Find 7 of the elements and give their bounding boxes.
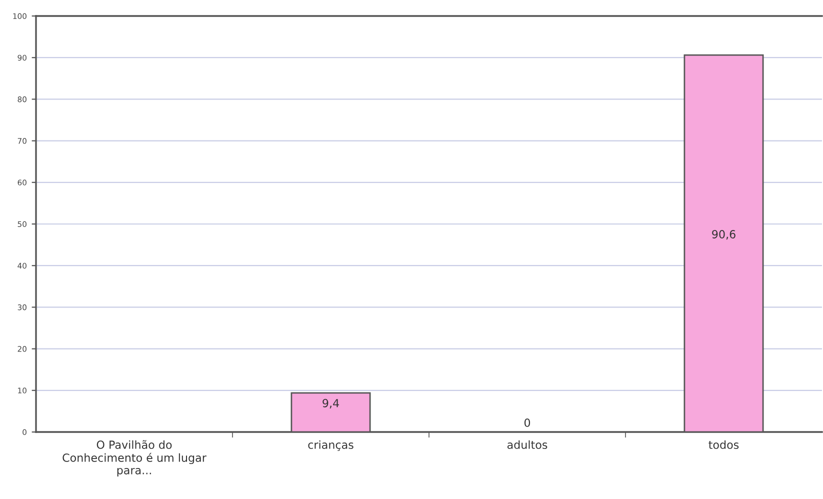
x-tick-label: todos <box>708 440 739 449</box>
data-label: 0 <box>524 418 530 427</box>
x-tick-label: adultos <box>507 440 548 449</box>
data-label: 9,4 <box>322 398 339 408</box>
x-tick-label: O Pavilhão do Conhecimento é um lugar para... <box>62 440 206 477</box>
x-tick-label: crianças <box>308 440 354 451</box>
data-label: 90,6 <box>712 230 736 240</box>
